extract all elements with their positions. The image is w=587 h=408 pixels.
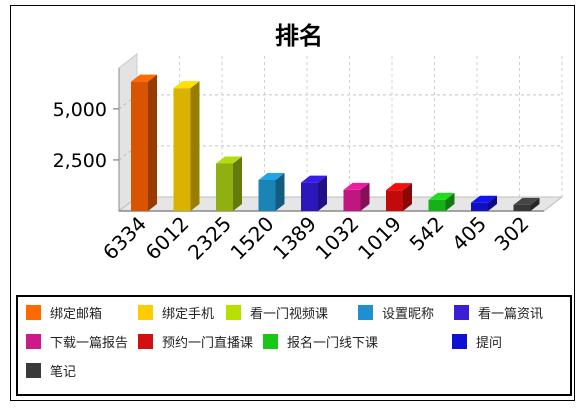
- bar-side: [148, 74, 157, 211]
- bar-top: [216, 156, 242, 164]
- bar-side: [488, 195, 497, 211]
- x-tick-label: 1389: [268, 212, 321, 265]
- bar: [343, 182, 370, 211]
- bar: [513, 197, 540, 211]
- legend-label: 绑定邮箱: [50, 306, 103, 322]
- bar-front: [301, 182, 318, 211]
- x-tick-label: 405: [447, 212, 491, 256]
- legend-swatch: [26, 362, 41, 378]
- legend-item: 预约一门直播课: [138, 332, 254, 351]
- legend-swatch: [138, 333, 153, 349]
- y-tick-label: 2,500: [53, 150, 107, 172]
- bar-front: [471, 202, 488, 211]
- legend-label: 预约一门直播课: [162, 335, 254, 351]
- bar: [471, 195, 497, 211]
- x-tick-label: 542: [405, 212, 449, 256]
- bar-front: [513, 204, 531, 211]
- bar: [386, 183, 412, 211]
- bar-top: [386, 183, 412, 191]
- bar-side: [530, 197, 540, 211]
- legend-item: 看一门视频课: [226, 303, 329, 322]
- bar-top: [258, 172, 285, 180]
- bar: [258, 172, 285, 211]
- bar-front: [428, 199, 446, 211]
- bar: [216, 156, 242, 211]
- x-tick-label: 1520: [226, 212, 279, 265]
- y-tick-label: 5,000: [53, 99, 107, 121]
- chart-plot: 排名 2,500 5,000 63346012232515201389103210…: [53, 22, 564, 265]
- bar-front: [216, 163, 233, 211]
- bar-front: [131, 81, 148, 211]
- legend-item: 笔记: [26, 361, 77, 380]
- legend: 绑定邮箱 绑定手机 看一门视频课 设置昵称 看一篇资讯下载一篇报告 预约一门直播课 报名一门…: [16, 295, 572, 396]
- x-tick-label: 6334: [98, 212, 151, 265]
- bar-top: [173, 81, 200, 89]
- legend-item: 下载一篇报告: [26, 332, 129, 351]
- bar-front: [173, 88, 191, 211]
- legend-item: 绑定手机: [138, 303, 215, 322]
- bars: [131, 74, 540, 211]
- legend-label: 看一门视频课: [250, 306, 329, 322]
- bar-top: [428, 192, 455, 200]
- bar-side: [318, 175, 327, 211]
- legend-swatch: [138, 304, 153, 320]
- legend-item: 设置昵称: [358, 303, 435, 322]
- bar: [301, 175, 327, 211]
- y-axis-ticks: 2,500 5,000: [53, 99, 119, 172]
- bar-top: [343, 182, 370, 190]
- bar: [173, 81, 200, 211]
- legend-label: 下载一篇报告: [50, 335, 129, 351]
- bar-side: [233, 156, 242, 211]
- bar-front: [343, 189, 361, 211]
- legend-label: 看一篇资讯: [478, 306, 544, 322]
- legend-item: 绑定邮箱: [26, 303, 103, 322]
- bar-front: [258, 179, 276, 211]
- x-tick-label: 2325: [183, 212, 236, 265]
- legend-swatch: [358, 304, 373, 320]
- legend-swatch: [26, 304, 41, 320]
- x-tick-label: 6012: [141, 212, 194, 265]
- chart-title: 排名: [275, 22, 323, 50]
- legend-label: 报名一门线下课: [287, 335, 379, 351]
- legend-item: 提问: [452, 332, 503, 351]
- legend-swatch: [452, 333, 467, 349]
- legend-label: 提问: [476, 335, 503, 351]
- legend-label: 绑定手机: [162, 306, 215, 322]
- bar-side: [275, 172, 285, 211]
- bar-side: [403, 183, 412, 211]
- x-tick-label: 1032: [311, 212, 364, 265]
- bar-top: [513, 197, 540, 205]
- legend-swatch: [226, 304, 241, 320]
- legend-swatch: [26, 333, 41, 349]
- legend-label: 笔记: [50, 364, 77, 380]
- bar-front: [386, 190, 403, 211]
- bar-top: [471, 195, 497, 203]
- bar-top: [131, 74, 157, 82]
- bar-side: [445, 192, 455, 211]
- bar: [131, 74, 157, 211]
- bar-side: [190, 81, 200, 211]
- legend-label: 设置昵称: [382, 306, 435, 322]
- legend-item: 看一篇资讯: [454, 303, 544, 322]
- legend-item: 报名一门线下课: [263, 332, 379, 351]
- legend-swatch: [263, 333, 278, 349]
- x-tick-label: 1019: [353, 212, 406, 265]
- bar: [428, 192, 455, 211]
- bar-top: [301, 175, 327, 183]
- x-tick-label: 302: [490, 212, 534, 256]
- legend-swatch: [454, 304, 469, 320]
- bar-side: [360, 182, 370, 211]
